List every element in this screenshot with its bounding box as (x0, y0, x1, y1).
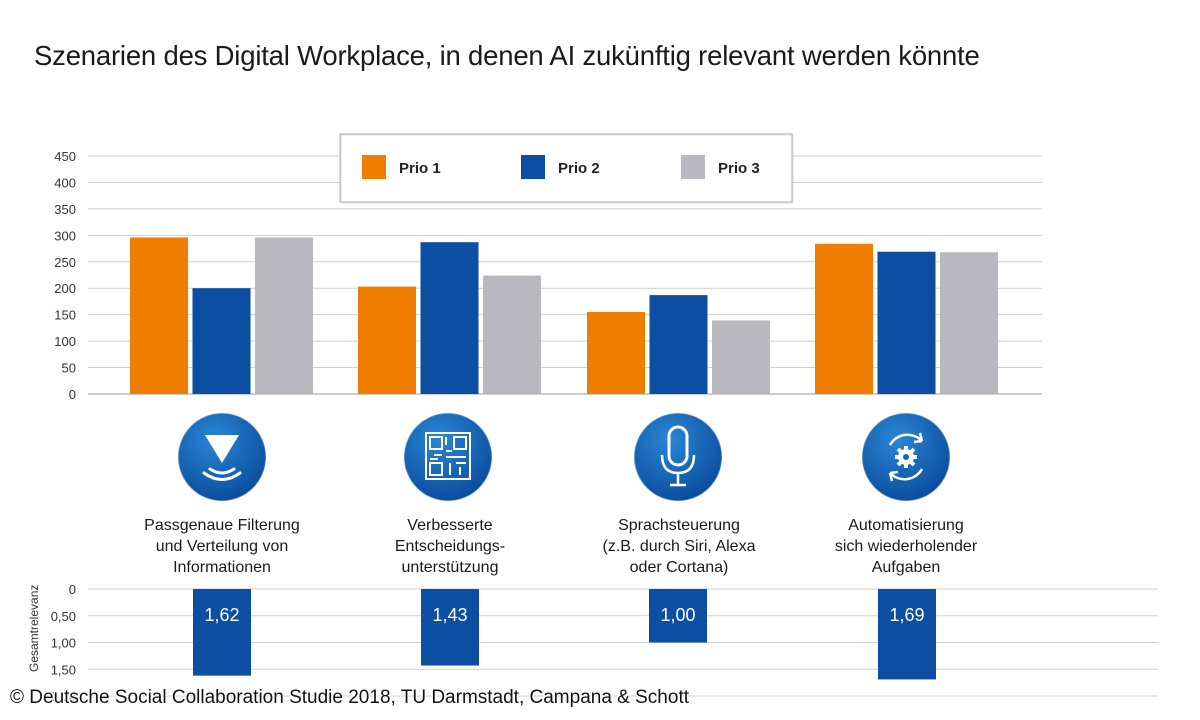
bar-prio-3-cat-0 (255, 237, 313, 394)
y-tick-300: 300 (54, 228, 76, 243)
relevance-bar-0 (193, 589, 251, 676)
category-label-1: Verbesserte Entscheidungs- unterstützung (330, 515, 570, 578)
source-credit: © Deutsche Social Collaboration Studie 2… (10, 687, 689, 708)
relevance-y-axis-label: Gesamtrelevanz (27, 585, 41, 672)
category-label-3-line-0: Automatisierung (848, 517, 964, 534)
category-label-0: Passgenaue Filterung und Verteilung von … (102, 515, 342, 578)
y-tick-100: 100 (54, 334, 76, 349)
microphone-icon (633, 412, 723, 502)
category-label-3: Automatisierung sich wiederholender Aufg… (786, 515, 1026, 578)
bar-prio-1-cat-2 (587, 312, 645, 394)
legend-swatch-prio-2 (521, 155, 545, 179)
relevance-y-tick-0: 0 (69, 582, 76, 597)
legend-shadow (340, 134, 794, 204)
legend-label-prio-1: Prio 1 (399, 160, 441, 177)
bar-prio-3-cat-2 (712, 320, 770, 394)
relevance-value-label-0: 1,62 (204, 605, 239, 625)
bar-prio-2-cat-0 (192, 288, 251, 394)
category-label-1-line-0: Verbesserte (407, 517, 493, 534)
category-label-2: Sprachsteuerung (z.B. durch Siri, Alexa … (559, 515, 799, 578)
bar-prio-2-cat-2 (649, 295, 708, 394)
category-label-0-line-2: Informationen (173, 559, 271, 576)
y-tick-50: 50 (62, 361, 76, 376)
relevance-value-label-2: 1,00 (660, 605, 695, 625)
relevance-y-tick-2,00: 2,00 (51, 689, 76, 704)
qr-code-icon (403, 412, 493, 502)
bar-prio-2-cat-3 (877, 251, 936, 394)
legend-swatch-prio-3 (681, 155, 705, 179)
legend-swatch-prio-1 (362, 155, 386, 179)
legend-label-prio-2: Prio 2 (558, 160, 600, 177)
y-tick-400: 400 (54, 175, 76, 190)
category-label-1-line-1: Entscheidungs- (394, 538, 506, 555)
y-tick-250: 250 (54, 255, 76, 270)
category-label-3-line-2: Aufgaben (871, 559, 941, 576)
y-tick-0: 0 (69, 387, 76, 402)
automation-gear-icon (861, 412, 951, 502)
y-tick-350: 350 (54, 202, 76, 217)
category-label-1-line-2: unterstützung (401, 559, 499, 576)
category-label-2-line-1: (z.B. durch Siri, Alexa (602, 538, 756, 555)
category-label-0-line-0: Passgenaue Filterung (144, 517, 300, 534)
y-tick-150: 150 (54, 308, 76, 323)
bar-prio-3-cat-1 (483, 275, 541, 394)
relevance-value-label-1: 1,43 (432, 605, 467, 625)
filter-icon (177, 412, 267, 502)
bar-prio-1-cat-0 (130, 237, 188, 394)
bar-prio-3-cat-3 (940, 252, 998, 394)
legend-box (339, 133, 793, 203)
bar-prio-2-cat-1 (420, 242, 479, 394)
category-label-2-line-0: Sprachsteuerung (618, 517, 740, 534)
y-tick-450: 450 (54, 149, 76, 164)
chart-title: Szenarien des Digital Workplace, in dene… (34, 40, 980, 71)
relevance-y-tick-1,00: 1,00 (51, 636, 76, 651)
category-label-0-line-1: und Verteilung von (155, 538, 289, 555)
bar-prio-1-cat-3 (815, 243, 873, 394)
category-label-2-line-2: oder Cortana) (629, 559, 729, 576)
relevance-y-tick-0,50: 0,50 (51, 609, 76, 624)
relevance-bar-2 (649, 589, 707, 643)
relevance-bar-1 (421, 589, 479, 666)
relevance-bar-3 (878, 589, 936, 680)
y-tick-200: 200 (54, 281, 76, 296)
category-label-3-line-1: sich wiederholender (834, 538, 978, 555)
legend-label-prio-3: Prio 3 (718, 160, 760, 177)
bar-prio-1-cat-1 (358, 286, 416, 394)
relevance-y-tick-1,50: 1,50 (51, 662, 76, 677)
relevance-value-label-3: 1,69 (889, 605, 924, 625)
